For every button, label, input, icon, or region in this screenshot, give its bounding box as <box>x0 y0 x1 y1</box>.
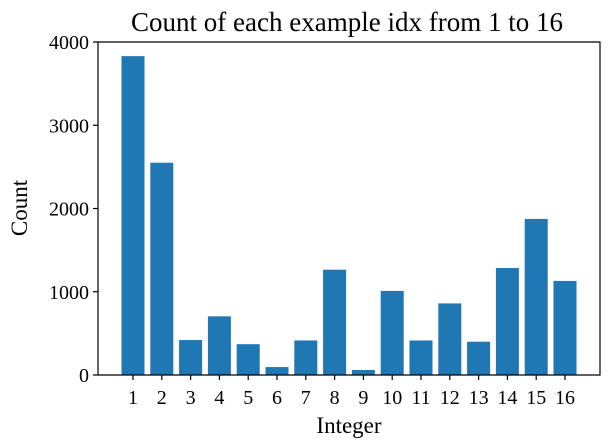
bar-2 <box>150 162 174 375</box>
y-tick-label-3000: 3000 <box>49 115 89 137</box>
x-tick-label-15: 15 <box>526 387 546 409</box>
x-tick-label-8: 8 <box>330 387 340 409</box>
bar-8 <box>323 269 347 375</box>
y-tick-label-0: 0 <box>79 365 89 387</box>
x-tick-label-7: 7 <box>301 387 311 409</box>
y-tick-label-4000: 4000 <box>49 32 89 54</box>
bars-group <box>121 56 577 376</box>
x-tick-label-11: 11 <box>411 387 430 409</box>
x-tick-label-13: 13 <box>469 387 489 409</box>
chart-title: Count of each example idx from 1 to 16 <box>131 7 563 37</box>
y-axis-ticks: 0 1000 2000 3000 4000 <box>49 32 98 387</box>
bar-13 <box>467 341 491 375</box>
bar-4 <box>207 316 231 375</box>
bar-16 <box>553 280 577 375</box>
x-tick-label-3: 3 <box>186 387 196 409</box>
bar-11 <box>409 340 433 375</box>
bar-10 <box>380 290 404 375</box>
y-tick-label-1000: 1000 <box>49 282 89 304</box>
x-tick-label-12: 12 <box>440 387 460 409</box>
y-tick-label-2000: 2000 <box>49 199 89 221</box>
x-tick-label-10: 10 <box>382 387 402 409</box>
x-tick-label-4: 4 <box>214 387 224 409</box>
bar-15 <box>524 218 548 375</box>
bar-9 <box>351 370 375 375</box>
x-tick-label-1: 1 <box>128 387 138 409</box>
x-tick-label-5: 5 <box>243 387 253 409</box>
bar-7 <box>294 340 318 375</box>
y-axis-label: Count <box>7 179 32 236</box>
bar-6 <box>265 367 289 375</box>
bar-1 <box>121 56 145 376</box>
bar-12 <box>438 303 462 375</box>
x-tick-label-16: 16 <box>555 387 575 409</box>
x-axis-label: Integer <box>316 413 381 438</box>
x-axis-ticks: 1 2 3 4 5 6 7 8 9 10 11 12 13 14 15 16 <box>128 375 575 409</box>
x-tick-label-9: 9 <box>358 387 368 409</box>
plot-frame <box>97 41 601 376</box>
x-tick-label-14: 14 <box>497 387 517 409</box>
x-tick-label-2: 2 <box>157 387 167 409</box>
bar-14 <box>495 268 519 375</box>
bar-3 <box>179 340 203 375</box>
x-tick-label-6: 6 <box>272 387 282 409</box>
bar-5 <box>236 344 260 375</box>
